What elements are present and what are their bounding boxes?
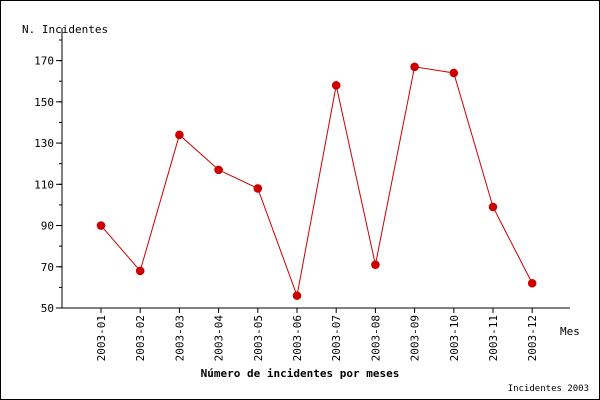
y-tick-label: 90 bbox=[41, 220, 54, 233]
data-point bbox=[214, 165, 223, 175]
x-tick-label: 2003-03 bbox=[173, 315, 186, 361]
x-tick-label: 2003-12 bbox=[526, 315, 539, 361]
y-tick-label: 70 bbox=[41, 261, 54, 274]
data-point bbox=[331, 81, 341, 90]
data-point bbox=[371, 260, 380, 270]
data-point bbox=[253, 184, 263, 193]
y-tick-label: 50 bbox=[41, 302, 54, 315]
series-line bbox=[100, 66, 533, 298]
x-tick-label: 2003-11 bbox=[487, 315, 500, 361]
y-tick-label: 170 bbox=[34, 55, 54, 68]
axes: 50 70 90 110 130 150 170 2003-01 2003-02 2003-03 2… bbox=[34, 28, 570, 361]
data-point bbox=[175, 130, 184, 140]
data-point bbox=[410, 62, 419, 72]
x-tick-label: 2003-05 bbox=[252, 315, 265, 361]
x-tick-label: 2003-04 bbox=[213, 315, 226, 362]
y-tick-label: 130 bbox=[34, 137, 54, 150]
data-point bbox=[527, 278, 537, 288]
chart-title: Número de incidentes por meses bbox=[201, 367, 400, 380]
x-tick-label: 2003-08 bbox=[369, 315, 382, 361]
x-axis-label: Mes bbox=[560, 325, 580, 338]
data-point bbox=[488, 202, 498, 212]
data-point bbox=[449, 68, 459, 78]
y-tick-label: 110 bbox=[34, 178, 54, 191]
y-axis-label: N. Incidentes bbox=[22, 23, 108, 36]
y-tick-label: 150 bbox=[34, 96, 54, 109]
x-tick-label: 2003-02 bbox=[134, 315, 147, 361]
series-group bbox=[96, 62, 537, 300]
x-tick-label: 2003-06 bbox=[291, 315, 304, 361]
data-point bbox=[96, 221, 106, 230]
x-tick-label: 2003-09 bbox=[409, 315, 422, 361]
x-tick-label: 2003-10 bbox=[448, 315, 461, 361]
footer-text: Incidentes 2003 bbox=[508, 384, 589, 394]
x-tick-label: 2003-01 bbox=[95, 315, 108, 361]
x-tick-label: 2003-07 bbox=[330, 315, 343, 361]
data-point bbox=[135, 266, 145, 276]
data-point bbox=[292, 291, 302, 300]
